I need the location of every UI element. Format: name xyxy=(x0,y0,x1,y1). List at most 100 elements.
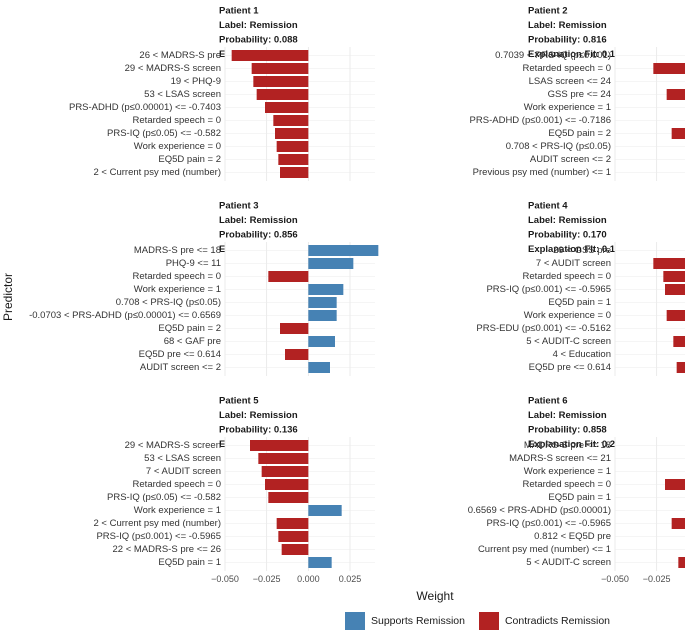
bar-supports xyxy=(308,310,337,321)
bar-contradicts xyxy=(261,466,309,477)
feature-label: 5 < AUDIT-C screen xyxy=(526,336,611,347)
x-tick-label: 0.025 xyxy=(339,574,362,584)
feature-label: AUDIT screen <= 2 xyxy=(140,362,221,373)
panel-title: Patient 3 xyxy=(219,200,259,211)
feature-label: 68 < GAF pre xyxy=(164,336,221,347)
panel-label: Label: Remission xyxy=(528,410,607,421)
bar-contradicts xyxy=(673,336,685,347)
panel-plot-area xyxy=(615,437,685,571)
bar-contradicts xyxy=(653,63,685,74)
panel-fit: Explanation Fit: 0.21 xyxy=(528,439,621,450)
feature-label: Work experience = 0 xyxy=(524,310,611,321)
feature-label: -0.0703 < PRS-ADHD (p≤0.00001) <= 0.6569 xyxy=(29,310,221,321)
bar-contradicts xyxy=(653,258,685,269)
bar-contradicts xyxy=(251,63,309,74)
feature-label: 0.812 < EQ5D pre xyxy=(534,531,611,542)
bar-contradicts xyxy=(278,154,309,165)
bar-contradicts xyxy=(665,479,685,490)
feature-label: EQ5D pain = 1 xyxy=(548,297,611,308)
bar-supports xyxy=(308,505,342,516)
feature-label: 29 < MADRS-S screen xyxy=(125,63,221,74)
panel-3: Patient 3 Label: Remission Probability: 0.… xyxy=(29,200,379,376)
panel-probability: Probability: 0.136 xyxy=(219,424,298,435)
panel-probability: Probability: 0.088 xyxy=(219,34,298,45)
feature-label: EQ5D pain = 1 xyxy=(548,492,611,503)
panel-probability: Probability: 0.856 xyxy=(219,229,298,240)
bar-contradicts xyxy=(665,284,685,295)
feature-label: Retarded speech = 0 xyxy=(133,479,221,490)
panel-label: Label: Remission xyxy=(219,215,298,226)
feature-label: EQ5D pain = 2 xyxy=(158,323,221,334)
bar-contradicts xyxy=(273,115,309,126)
panel-label: Label: Remission xyxy=(528,215,607,226)
feature-label: Work experience = 1 xyxy=(524,102,611,113)
panel-6: Patient 6 Label: Remission Probability: 0.… xyxy=(468,395,685,584)
feature-label: 0.6569 < PRS-ADHD (p≤0.00001) xyxy=(468,505,611,516)
legend-label-contradicts: Contradicts Remission xyxy=(504,615,611,627)
x-tick-label: −0.025 xyxy=(253,574,281,584)
bar-contradicts xyxy=(276,518,309,529)
panel-label: Label: Remission xyxy=(219,410,298,421)
feature-label: 7 < AUDIT screen xyxy=(536,258,611,269)
bar-contradicts xyxy=(265,479,309,490)
feature-label: PRS-ADHD (p≤0.001) <= -0.7186 xyxy=(470,115,611,126)
bar-contradicts xyxy=(671,518,685,529)
legend-label-supports: Supports Remission xyxy=(371,615,465,627)
x-tick-label: −0.025 xyxy=(643,574,671,584)
bar-contradicts xyxy=(676,362,685,373)
legend-item-supports: Supports Remission xyxy=(345,612,465,630)
feature-label: PRS-ADHD (p≤0.00001) <= -0.7403 xyxy=(69,102,221,113)
feature-label: 29 < GSS pre xyxy=(553,245,611,256)
feature-label: Retarded speech = 0 xyxy=(523,271,611,282)
feature-label: 53 < LSAS screen xyxy=(144,453,221,464)
bar-contradicts xyxy=(268,492,309,503)
feature-label: 7 < AUDIT screen xyxy=(146,466,221,477)
feature-label: EQ5D pain = 2 xyxy=(158,154,221,165)
bar-contradicts xyxy=(268,271,309,282)
bar-contradicts xyxy=(280,167,309,178)
bar-contradicts xyxy=(671,128,685,139)
feature-label: Work experience = 0 xyxy=(134,141,221,152)
legend-swatch-supports xyxy=(345,612,365,630)
feature-label: 5 < AUDIT-C screen xyxy=(526,557,611,568)
feature-label: Retarded speech = 0 xyxy=(523,479,611,490)
bar-contradicts xyxy=(275,128,309,139)
bar-supports xyxy=(308,245,379,256)
bar-contradicts xyxy=(678,557,685,568)
bar-contradicts xyxy=(666,89,685,100)
panel-1: Patient 1 Label: Remission Probability: 0.… xyxy=(69,5,375,181)
legend-swatch-contradicts xyxy=(478,612,499,630)
feature-label: GSS pre <= 24 xyxy=(548,89,611,100)
panel-2: Patient 2 Label: Remission Probability: 0.… xyxy=(470,5,685,181)
feature-label: LSAS screen <= 24 xyxy=(529,76,611,87)
feature-label: 2 < Current psy med (number) xyxy=(93,167,221,178)
panel-title: Patient 4 xyxy=(528,200,568,211)
feature-label: 22 < MADRS-S pre <= 26 xyxy=(112,544,221,555)
feature-label: Retarded speech = 0 xyxy=(133,271,221,282)
x-tick-label: 0.000 xyxy=(297,574,320,584)
feature-label: 53 < LSAS screen xyxy=(144,89,221,100)
panel-title: Patient 5 xyxy=(219,395,259,406)
feature-label: 29 < MADRS-S screen xyxy=(125,440,221,451)
legend-item-contradicts: Contradicts Remission xyxy=(478,612,611,630)
feature-label: PRS-IQ (p≤0.001) <= -0.5965 xyxy=(96,531,221,542)
feature-label: Retarded speech = 0 xyxy=(523,63,611,74)
feature-label: Retarded speech = 0 xyxy=(133,115,221,126)
feature-label: 0.7039 < PRS-IQ (p≤0.001) xyxy=(495,50,611,61)
panel-probability: Probability: 0.816 xyxy=(528,34,607,45)
feature-label: PHQ-9 <= 11 xyxy=(166,258,221,269)
feature-label: MADRS-S pre <= 18 xyxy=(524,440,611,451)
panel-fit: Explanation Fit: 0.15 xyxy=(528,244,621,255)
panel-4: Patient 4 Label: Remission Probability: 0.… xyxy=(476,200,685,376)
bar-contradicts xyxy=(285,349,309,360)
x-tick-label: −0.050 xyxy=(211,574,239,584)
feature-label: 0.708 < PRS-IQ (p≤0.05) xyxy=(506,141,611,152)
bar-contradicts xyxy=(231,50,309,61)
feature-label: Work experience = 1 xyxy=(524,466,611,477)
bar-contradicts xyxy=(250,440,309,451)
panel-label: Label: Remission xyxy=(219,20,298,31)
panel-label: Label: Remission xyxy=(528,20,607,31)
feature-label: PRS-IQ (p≤0.001) <= -0.5965 xyxy=(486,284,611,295)
bar-contradicts xyxy=(253,76,309,87)
